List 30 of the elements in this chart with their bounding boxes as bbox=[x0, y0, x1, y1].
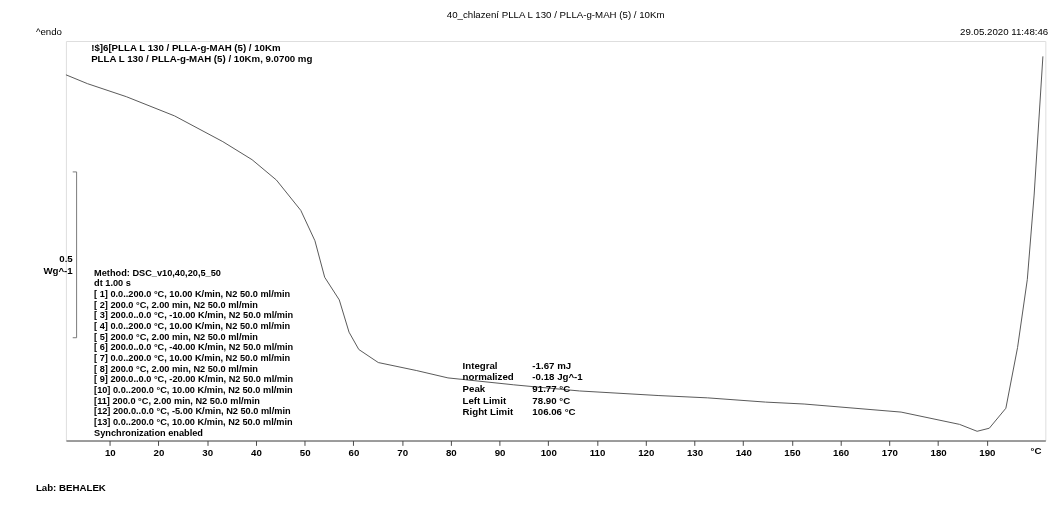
x-tick-label: 40 bbox=[251, 446, 262, 458]
text: !$]6[PLLA L 130 / PLLA-g-MAH (5) / 10Km bbox=[91, 41, 281, 53]
x-tick-label: 190 bbox=[979, 446, 996, 458]
x-tick-label: 170 bbox=[881, 446, 898, 458]
x-tick-label: 90 bbox=[494, 446, 506, 458]
chart-title: 40_chlazení PLLA L 130 / PLLA-g-MAH (5) / 10Km bbox=[446, 8, 665, 20]
x-tick-label: 150 bbox=[784, 446, 801, 458]
annotation: Integral normalized Peak Left Limit Right Limit bbox=[462, 359, 514, 418]
x-tick-label: 180 bbox=[930, 446, 947, 458]
x-tick-label: 80 bbox=[445, 446, 457, 458]
annotation: PLLA L 130 / PLLA-g-MAH (5) / 10Km, 9.0700 mg bbox=[91, 53, 313, 65]
x-tick-label: 100 bbox=[540, 446, 557, 458]
text: Lab: BEHALEK bbox=[35, 481, 106, 493]
text: Method: DSC_v10,40,20,5_50 dt 1.00 s [ 1] 0.0..200.0 °C, 10.00 K/min, N2 50.0 ml/min [ 2] 200.0 °C, 2.00 min, N2 50.0 ml/min [ 3] 200.0..0.0 °C, -10.00 K/min, N2 50.0 ml/min [ 4] 0.0..200.0 °C, 10.00 K/min, N2 50.0 ml/min [ 5] 200.0 °C, 2.00 min, N2 50.0 ml/min [ 6] 200.0..0.0 °C, -40.00 K/min, N2 50.0 ml/min [ 7] 0.0..200.0 °C, 10.00 K/min, N2 50.0 ml/min [ 8] 200.0 °C, 2.00 min, N2 50.0 ml/min [ 9] 200.0..0.0 °C, -20.00 K/min, N2 50.0 ml/min [10] 0.0..200.0 °C, 10.00 K/min, N2 50.0 ml/min [11] 200.0 °C, 2.00 min, N2 50.0 ml/min [12] 200.0..0.0 °C, -5.00 K/min, N2 50.0 ml/min [13] 0.0..200.0 °C, 10.00 K/min, N2 50.0 ml/min Synchronization enabled bbox=[94, 267, 294, 438]
x-tick-label: 70 bbox=[397, 446, 409, 458]
x-tick-label: 130 bbox=[686, 446, 704, 458]
x-tick-label: 140 bbox=[735, 446, 752, 458]
x-tick-label: 20 bbox=[153, 446, 165, 458]
annotation: -1.67 mJ -0.18 Jg^-1 91.77 °C 78.90 °C 106.06 °C bbox=[532, 359, 584, 418]
x-tick-label: 110 bbox=[589, 446, 606, 458]
x-tick-label: 30 bbox=[202, 446, 214, 458]
x-tick-label: 10 bbox=[104, 446, 116, 458]
x-axis-title: °C bbox=[1030, 445, 1042, 457]
x-tick-label: 160 bbox=[833, 446, 850, 458]
text: 29.05.2020 11:48:46 bbox=[960, 26, 1049, 38]
x-tick-label: 50 bbox=[299, 446, 311, 458]
y-axis-title: ^endo bbox=[35, 26, 62, 38]
x-tick-label: 60 bbox=[348, 446, 360, 458]
x-tick-label: 120 bbox=[638, 446, 655, 458]
annotation: 0.5 Wg^-1 bbox=[43, 253, 74, 276]
